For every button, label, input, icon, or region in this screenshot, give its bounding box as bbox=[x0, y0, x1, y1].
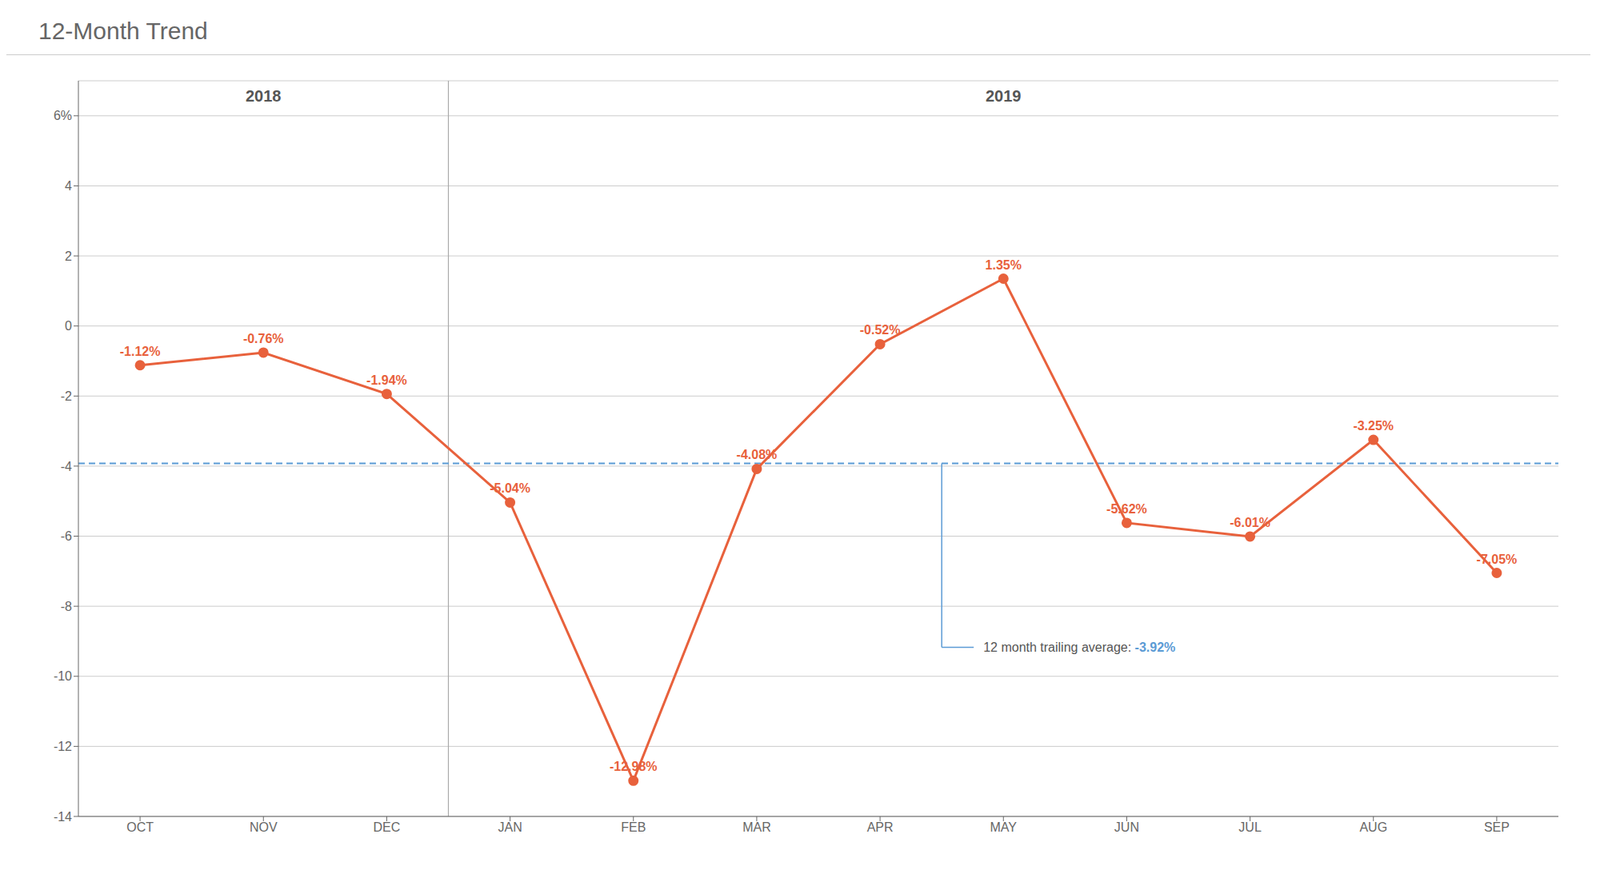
svg-text:MAR: MAR bbox=[742, 820, 772, 835]
svg-text:-5.62%: -5.62% bbox=[1106, 502, 1148, 516]
svg-text:SEP: SEP bbox=[1484, 820, 1510, 835]
svg-text:4: 4 bbox=[64, 179, 72, 193]
svg-text:-12: -12 bbox=[53, 740, 72, 754]
svg-text:2: 2 bbox=[64, 249, 72, 264]
svg-text:-12.98%: -12.98% bbox=[609, 760, 658, 774]
svg-text:-3.25%: -3.25% bbox=[1352, 419, 1394, 433]
svg-text:FEB: FEB bbox=[620, 820, 646, 835]
svg-text:-6.01%: -6.01% bbox=[1229, 516, 1271, 530]
svg-text:-0.76%: -0.76% bbox=[243, 332, 284, 346]
svg-text:APR: APR bbox=[867, 820, 894, 835]
svg-text:-14: -14 bbox=[53, 810, 72, 824]
svg-text:-10: -10 bbox=[53, 669, 72, 684]
svg-text:6%: 6% bbox=[53, 108, 72, 123]
svg-text:0: 0 bbox=[64, 319, 72, 333]
svg-text:-0.52%: -0.52% bbox=[860, 323, 901, 337]
svg-text:-5.04%: -5.04% bbox=[489, 481, 531, 496]
svg-text:-8: -8 bbox=[60, 600, 72, 614]
svg-text:NOV: NOV bbox=[249, 820, 278, 835]
svg-text:-6: -6 bbox=[60, 529, 72, 544]
svg-text:-1.12%: -1.12% bbox=[120, 344, 161, 359]
svg-text:-2: -2 bbox=[60, 389, 72, 404]
svg-text:2018: 2018 bbox=[245, 87, 282, 105]
svg-text:JUL: JUL bbox=[1238, 820, 1262, 835]
html-text:12-Month Trend: 12-Month Trend bbox=[38, 17, 208, 44]
svg-text:MAY: MAY bbox=[990, 820, 1018, 835]
svg-text:-7.05%: -7.05% bbox=[1476, 552, 1518, 567]
svg-text:12 month trailing average: -3.: 12 month trailing average: -3.92% bbox=[983, 640, 1176, 655]
svg-text:2019: 2019 bbox=[985, 87, 1022, 105]
svg-text:-4: -4 bbox=[60, 460, 72, 474]
svg-text:DEC: DEC bbox=[373, 820, 401, 835]
svg-text:1.35%: 1.35% bbox=[985, 258, 1022, 272]
svg-text:-4.08%: -4.08% bbox=[736, 448, 778, 462]
svg-text:JUN: JUN bbox=[1114, 820, 1140, 835]
svg-text:-1.94%: -1.94% bbox=[366, 373, 408, 388]
svg-text:JAN: JAN bbox=[497, 820, 522, 835]
svg-text:OCT: OCT bbox=[126, 820, 154, 835]
svg-text:AUG: AUG bbox=[1359, 820, 1388, 835]
